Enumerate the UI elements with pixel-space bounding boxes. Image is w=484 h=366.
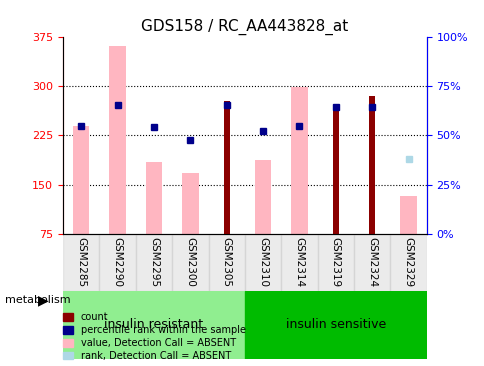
Text: GSM2290: GSM2290 xyxy=(112,237,122,287)
Text: GSM2285: GSM2285 xyxy=(76,237,86,287)
Bar xyxy=(63,234,99,291)
Bar xyxy=(146,162,162,234)
Bar xyxy=(244,234,281,291)
Bar xyxy=(333,105,338,234)
Bar xyxy=(208,234,244,291)
Text: metabolism: metabolism xyxy=(5,295,70,305)
Bar xyxy=(317,234,353,291)
Text: ▶: ▶ xyxy=(38,293,48,307)
Bar xyxy=(390,234,426,291)
Bar xyxy=(136,234,172,291)
Bar xyxy=(182,173,198,234)
Bar xyxy=(73,126,89,234)
Bar xyxy=(244,291,426,359)
Bar xyxy=(281,234,317,291)
Title: GDS158 / RC_AA443828_at: GDS158 / RC_AA443828_at xyxy=(141,19,348,35)
Text: GSM2319: GSM2319 xyxy=(330,237,340,287)
Bar xyxy=(224,101,229,234)
Legend: count, percentile rank within the sample, value, Detection Call = ABSENT, rank, : count, percentile rank within the sample… xyxy=(63,313,245,361)
Text: GSM2324: GSM2324 xyxy=(366,237,377,287)
Bar xyxy=(369,96,374,234)
Bar xyxy=(109,46,125,234)
Bar xyxy=(400,196,416,234)
Text: GSM2295: GSM2295 xyxy=(149,237,159,287)
Bar xyxy=(255,160,271,234)
Bar xyxy=(99,234,136,291)
Bar xyxy=(172,234,208,291)
Text: GSM2314: GSM2314 xyxy=(294,237,304,287)
Text: GSM2310: GSM2310 xyxy=(257,237,268,287)
Text: GSM2305: GSM2305 xyxy=(221,237,231,287)
Text: GSM2329: GSM2329 xyxy=(403,237,413,287)
Bar xyxy=(353,234,390,291)
Bar xyxy=(63,291,244,359)
Text: insulin sensitive: insulin sensitive xyxy=(285,318,385,331)
Bar xyxy=(291,87,307,234)
Text: insulin resistant: insulin resistant xyxy=(104,318,203,331)
Text: GSM2300: GSM2300 xyxy=(185,237,195,287)
